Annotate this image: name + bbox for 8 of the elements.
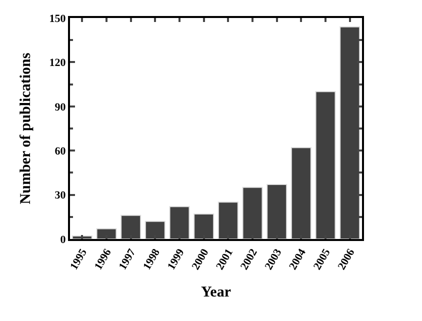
y-tick-label: 0 xyxy=(60,234,66,246)
y-tick-label: 90 xyxy=(54,101,66,114)
y-tick-label: 30 xyxy=(54,190,66,202)
y-tick-label: 150 xyxy=(49,12,66,25)
y-tick-label: 120 xyxy=(49,57,66,70)
x-axis-title: Year xyxy=(201,284,232,301)
y-axis-title: Number of publications xyxy=(18,52,34,204)
y-tick-label: 60 xyxy=(54,145,66,158)
